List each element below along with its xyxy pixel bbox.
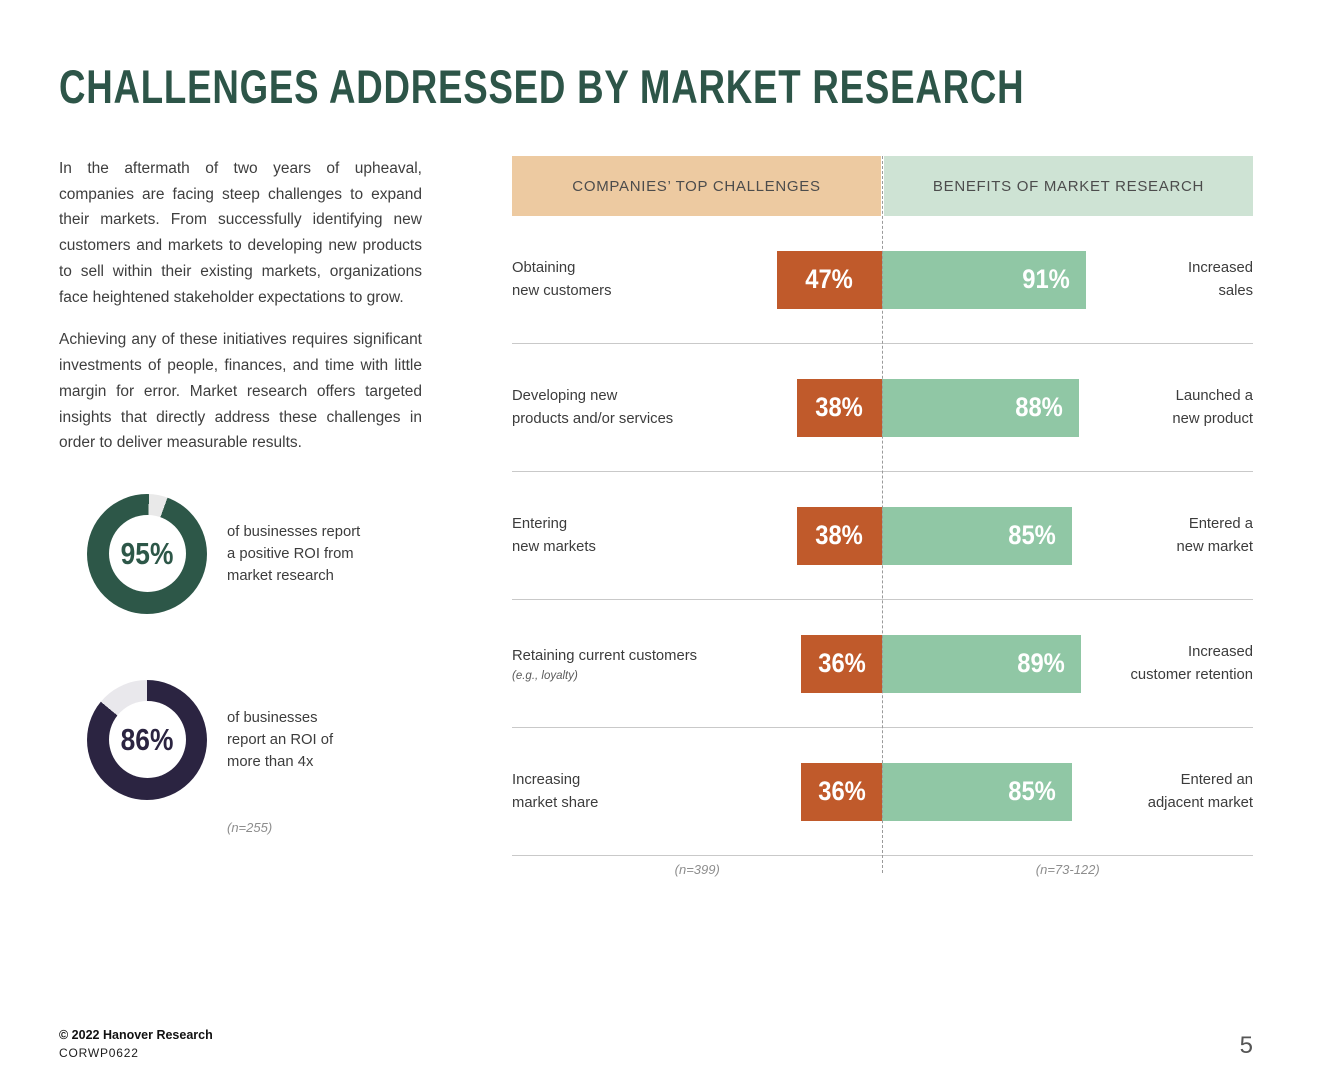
challenge-label-text: Developing new products and/or services (512, 388, 674, 427)
roi-stat-row: 95% of businesses report a positive ROI … (59, 493, 422, 614)
challenge-value: 38% (815, 392, 864, 423)
challenge-label: Developing new products and/or services (512, 385, 770, 429)
intro-paragraph-1: In the aftermath of two years of upheava… (59, 160, 422, 306)
benefit-bar: 88% (882, 378, 1080, 437)
benefit-value: 91% (1022, 264, 1070, 295)
challenge-bar: 36% (801, 634, 882, 693)
challenge-bar: 36% (801, 762, 882, 821)
challenge-bar: 38% (796, 378, 882, 437)
comparison-chart: COMPANIES’ TOP CHALLENGES BENEFITS OF MA… (512, 156, 1253, 877)
challenge-label-text: Retaining current customers (512, 647, 698, 664)
benefit-value: 85% (1008, 520, 1057, 551)
challenge-bar-zone: 36% (770, 762, 882, 821)
page-footer: © 2022 Hanover Research CORWP0622 5 (59, 1028, 1253, 1060)
challenge-bar-zone: 38% (770, 378, 882, 437)
challenge-bar-zone: 38% (770, 506, 882, 565)
challenges-sample-note: (n=399) (674, 862, 720, 878)
donut-sample-note: (n=255) (227, 819, 273, 835)
intro-paragraph-2: Achieving any of these initiatives requi… (59, 331, 422, 452)
benefit-label: Increased customer retention (1130, 644, 1253, 683)
donut-hole: 95% (108, 515, 186, 593)
challenge-label-text: Entering new markets (512, 516, 596, 555)
benefit-label: Entered a new market (1176, 516, 1253, 555)
benefit-bar: 89% (882, 634, 1082, 693)
benefit-bar-zone: 88% (882, 378, 1094, 437)
challenge-label: Entering new markets (512, 513, 770, 557)
challenge-value: 38% (815, 520, 864, 551)
donut-chart-positive-roi: 95% (87, 493, 207, 614)
benefit-label: Entered an adjacent market (1147, 772, 1253, 811)
donut-hole: 86% (108, 701, 186, 779)
benefit-value: 85% (1008, 776, 1057, 807)
benefits-header: BENEFITS OF MARKET RESEARCH (884, 156, 1253, 217)
benefit-value: 89% (1017, 648, 1066, 679)
benefit-bar-zone: 91% (882, 250, 1094, 309)
challenge-label: Obtaining new customers (512, 257, 770, 301)
benefit-bar-zone: 85% (882, 506, 1094, 565)
challenge-label: Increasing market share (512, 769, 770, 813)
challenge-label-text: Obtaining new customers (512, 260, 612, 299)
main-content: In the aftermath of two years of upheava… (59, 156, 1253, 877)
benefit-label: Increased sales (1188, 260, 1253, 299)
donut-chart-roi-4x: 86% (87, 679, 207, 800)
benefit-value: 88% (1015, 392, 1063, 423)
challenge-label-text: Increasing market share (512, 772, 599, 811)
roi-multiple-stat-row: 86% of businesses report an ROI of more … (59, 679, 422, 800)
benefits-sample-note: (n=73-122) (1035, 862, 1100, 878)
chart-notes: (n=399) (n=73-122) (512, 862, 1253, 877)
benefit-bar-zone: 85% (882, 762, 1094, 821)
chart-headers: COMPANIES’ TOP CHALLENGES BENEFITS OF MA… (512, 156, 1253, 217)
page-number: 5 (1239, 1032, 1253, 1059)
challenge-sublabel: (e.g., loyalty) (512, 670, 578, 683)
chart-row: Entering new markets 38% 85% Entered a new … (512, 472, 1253, 601)
challenge-bar-zone: 47% (770, 250, 882, 309)
donut-value: 95% (120, 535, 174, 571)
page-title-text: CHALLENGES ADDRESSED BY MARKET RESEARCH (59, 60, 1025, 113)
benefit-bar-zone: 89% (882, 634, 1094, 693)
benefit-bar: 91% (882, 250, 1086, 309)
challenge-value: 36% (817, 648, 866, 679)
document-code: CORWP0622 (59, 1046, 139, 1060)
page-title: CHALLENGES ADDRESSED BY MARKET RESEARCH (59, 60, 1320, 114)
benefit-bar: 85% (882, 762, 1073, 821)
challenge-value: 47% (805, 264, 854, 295)
benefit-label: Launched a new product (1172, 388, 1253, 427)
donut-value: 86% (120, 721, 174, 757)
donut-caption: of businesses report an ROI of more than… (227, 709, 334, 771)
challenge-value: 36% (817, 776, 866, 807)
chart-row: Obtaining new customers 47% 91% Increased s… (512, 216, 1253, 345)
chart-row: Developing new products and/or services 3… (512, 344, 1253, 473)
footer-left: © 2022 Hanover Research CORWP0622 (59, 1028, 213, 1060)
copyright-text: © 2022 Hanover Research (59, 1028, 213, 1042)
benefit-bar: 85% (882, 506, 1073, 565)
report-page: CHALLENGES ADDRESSED BY MARKET RESEARCH … (0, 60, 1320, 1080)
challenge-label: Retaining current customers (e.g., loyalt… (512, 645, 770, 682)
challenge-bar: 38% (796, 506, 882, 565)
chart-row: Retaining current customers (e.g., loyalt… (512, 600, 1253, 729)
intro-column: In the aftermath of two years of upheava… (59, 156, 422, 877)
challenges-header: COMPANIES’ TOP CHALLENGES (512, 156, 881, 217)
chart-row: Increasing market share 36% 85% Entered an … (512, 728, 1253, 857)
chart-rows: Obtaining new customers 47% 91% Increased s… (512, 216, 1253, 857)
challenge-bar: 47% (776, 250, 882, 309)
donut-caption: of businesses report a positive ROI from… (227, 523, 361, 585)
challenge-bar-zone: 36% (770, 634, 882, 693)
